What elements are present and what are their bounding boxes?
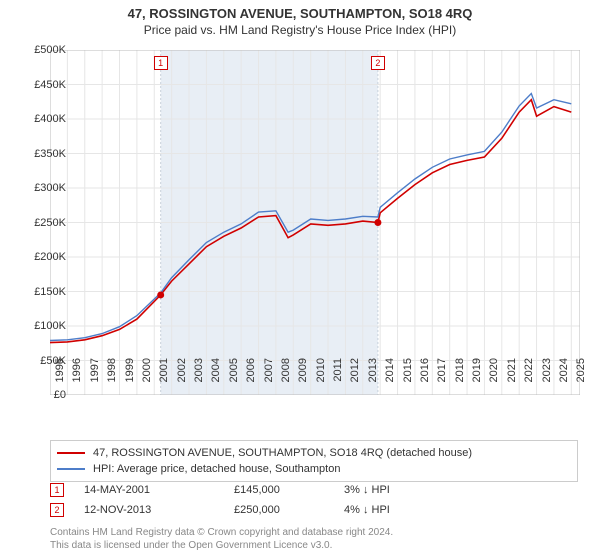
x-axis-tick: 2014 [384, 358, 396, 398]
y-axis-tick: £100K [6, 320, 66, 332]
x-axis-tick: 2013 [367, 358, 379, 398]
x-axis-tick: 2022 [523, 358, 535, 398]
x-axis-tick: 2002 [176, 358, 188, 398]
footer-line: This data is licensed under the Open Gov… [50, 539, 578, 552]
x-axis-tick: 2020 [488, 358, 500, 398]
y-axis-tick: £200K [6, 251, 66, 263]
x-axis-tick: 2023 [541, 358, 553, 398]
sale-marker-icon: 1 [154, 56, 168, 70]
legend: 47, ROSSINGTON AVENUE, SOUTHAMPTON, SO18… [50, 440, 578, 482]
sale-delta: 4% ↓ HPI [344, 504, 464, 516]
x-axis-tick: 2001 [158, 358, 170, 398]
legend-item-property: 47, ROSSINGTON AVENUE, SOUTHAMPTON, SO18… [57, 445, 571, 461]
x-axis-tick: 2004 [210, 358, 222, 398]
x-axis-tick: 2021 [506, 358, 518, 398]
x-axis-tick: 2005 [228, 358, 240, 398]
footer-line: Contains HM Land Registry data © Crown c… [50, 526, 578, 539]
x-axis-tick: 2019 [471, 358, 483, 398]
sale-price: £250,000 [234, 504, 344, 516]
x-axis-tick: 1998 [106, 358, 118, 398]
x-axis-tick: 1995 [54, 358, 66, 398]
x-axis-tick: 2025 [575, 358, 587, 398]
sale-price: £145,000 [234, 484, 344, 496]
sale-marker-icon: 1 [50, 483, 64, 497]
x-axis-tick: 2011 [332, 358, 344, 398]
page-subtitle: Price paid vs. HM Land Registry's House … [0, 23, 600, 37]
sale-delta: 3% ↓ HPI [344, 484, 464, 496]
table-row: 2 12-NOV-2013 £250,000 4% ↓ HPI [50, 500, 578, 520]
y-axis-tick: £150K [6, 286, 66, 298]
x-axis-tick: 2007 [263, 358, 275, 398]
legend-label: HPI: Average price, detached house, Sout… [93, 463, 340, 475]
x-axis-tick: 2006 [245, 358, 257, 398]
x-axis-tick: 2018 [454, 358, 466, 398]
chart-container: 47, ROSSINGTON AVENUE, SOUTHAMPTON, SO18… [0, 0, 600, 560]
x-axis-tick: 2010 [315, 358, 327, 398]
x-axis-tick: 2017 [436, 358, 448, 398]
legend-swatch [57, 468, 85, 470]
chart-svg [50, 50, 580, 395]
page-title: 47, ROSSINGTON AVENUE, SOUTHAMPTON, SO18… [0, 6, 600, 21]
sale-marker-icon: 2 [371, 56, 385, 70]
x-axis-tick: 2008 [280, 358, 292, 398]
sale-date: 12-NOV-2013 [84, 504, 234, 516]
x-axis-tick: 1996 [71, 358, 83, 398]
y-axis-tick: £250K [6, 217, 66, 229]
y-axis-tick: £450K [6, 79, 66, 91]
sale-date: 14-MAY-2001 [84, 484, 234, 496]
plot-area [50, 50, 580, 395]
table-row: 1 14-MAY-2001 £145,000 3% ↓ HPI [50, 480, 578, 500]
y-axis-tick: £300K [6, 182, 66, 194]
y-axis-tick: £500K [6, 44, 66, 56]
x-axis-tick: 2000 [141, 358, 153, 398]
x-axis-tick: 2016 [419, 358, 431, 398]
sale-marker-icon: 2 [50, 503, 64, 517]
x-axis-tick: 2024 [558, 358, 570, 398]
x-axis-tick: 1999 [124, 358, 136, 398]
x-axis-tick: 2012 [349, 358, 361, 398]
x-axis-tick: 2009 [297, 358, 309, 398]
y-axis-tick: £350K [6, 148, 66, 160]
x-axis-tick: 2015 [402, 358, 414, 398]
sales-table: 1 14-MAY-2001 £145,000 3% ↓ HPI 2 12-NOV… [50, 480, 578, 520]
x-axis-tick: 1997 [89, 358, 101, 398]
legend-item-hpi: HPI: Average price, detached house, Sout… [57, 461, 571, 477]
legend-swatch [57, 452, 85, 454]
x-axis-tick: 2003 [193, 358, 205, 398]
y-axis-tick: £400K [6, 113, 66, 125]
footer: Contains HM Land Registry data © Crown c… [50, 526, 578, 552]
titles: 47, ROSSINGTON AVENUE, SOUTHAMPTON, SO18… [0, 0, 600, 37]
legend-label: 47, ROSSINGTON AVENUE, SOUTHAMPTON, SO18… [93, 447, 472, 459]
